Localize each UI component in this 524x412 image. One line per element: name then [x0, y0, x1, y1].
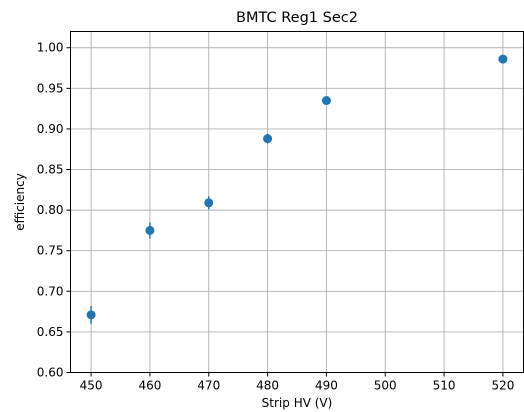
x-tick-label: 510: [433, 379, 456, 393]
x-tick-label: 460: [138, 379, 161, 393]
data-point: [86, 310, 96, 320]
x-tick-label: 480: [256, 379, 279, 393]
data-point: [321, 96, 331, 106]
x-tick-label: 470: [197, 379, 220, 393]
y-tick-label: 0.80: [37, 203, 64, 217]
y-tick-label: 0.65: [37, 325, 64, 339]
y-tick-label: 0.75: [37, 244, 64, 258]
x-tick-label: 490: [315, 379, 338, 393]
data-series: [86, 54, 508, 324]
plot-frame: [70, 31, 524, 373]
y-tick-label: 0.70: [37, 284, 64, 298]
data-point: [498, 54, 508, 64]
axis-ticks: 450 460 470 480 490 500 510 520 0.60 0.65 0.70 0.75…: [37, 41, 515, 393]
y-tick-label: 0.95: [37, 81, 64, 95]
data-point: [145, 225, 155, 235]
grid: [70, 31, 524, 373]
data-point: [263, 134, 273, 144]
y-axis-label: efficiency: [13, 173, 27, 231]
x-tick-label: 500: [374, 379, 397, 393]
x-tick-label: 520: [491, 379, 514, 393]
x-tick-label: 450: [80, 379, 103, 393]
x-axis-label: Strip HV (V): [262, 396, 333, 410]
y-tick-label: 0.90: [37, 122, 64, 136]
chart-title: BMTC Reg1 Sec2: [236, 10, 358, 26]
y-tick-label: 0.85: [37, 163, 64, 177]
y-tick-label: 0.60: [37, 366, 64, 380]
data-point: [204, 198, 214, 208]
y-tick-label: 1.00: [37, 41, 64, 55]
